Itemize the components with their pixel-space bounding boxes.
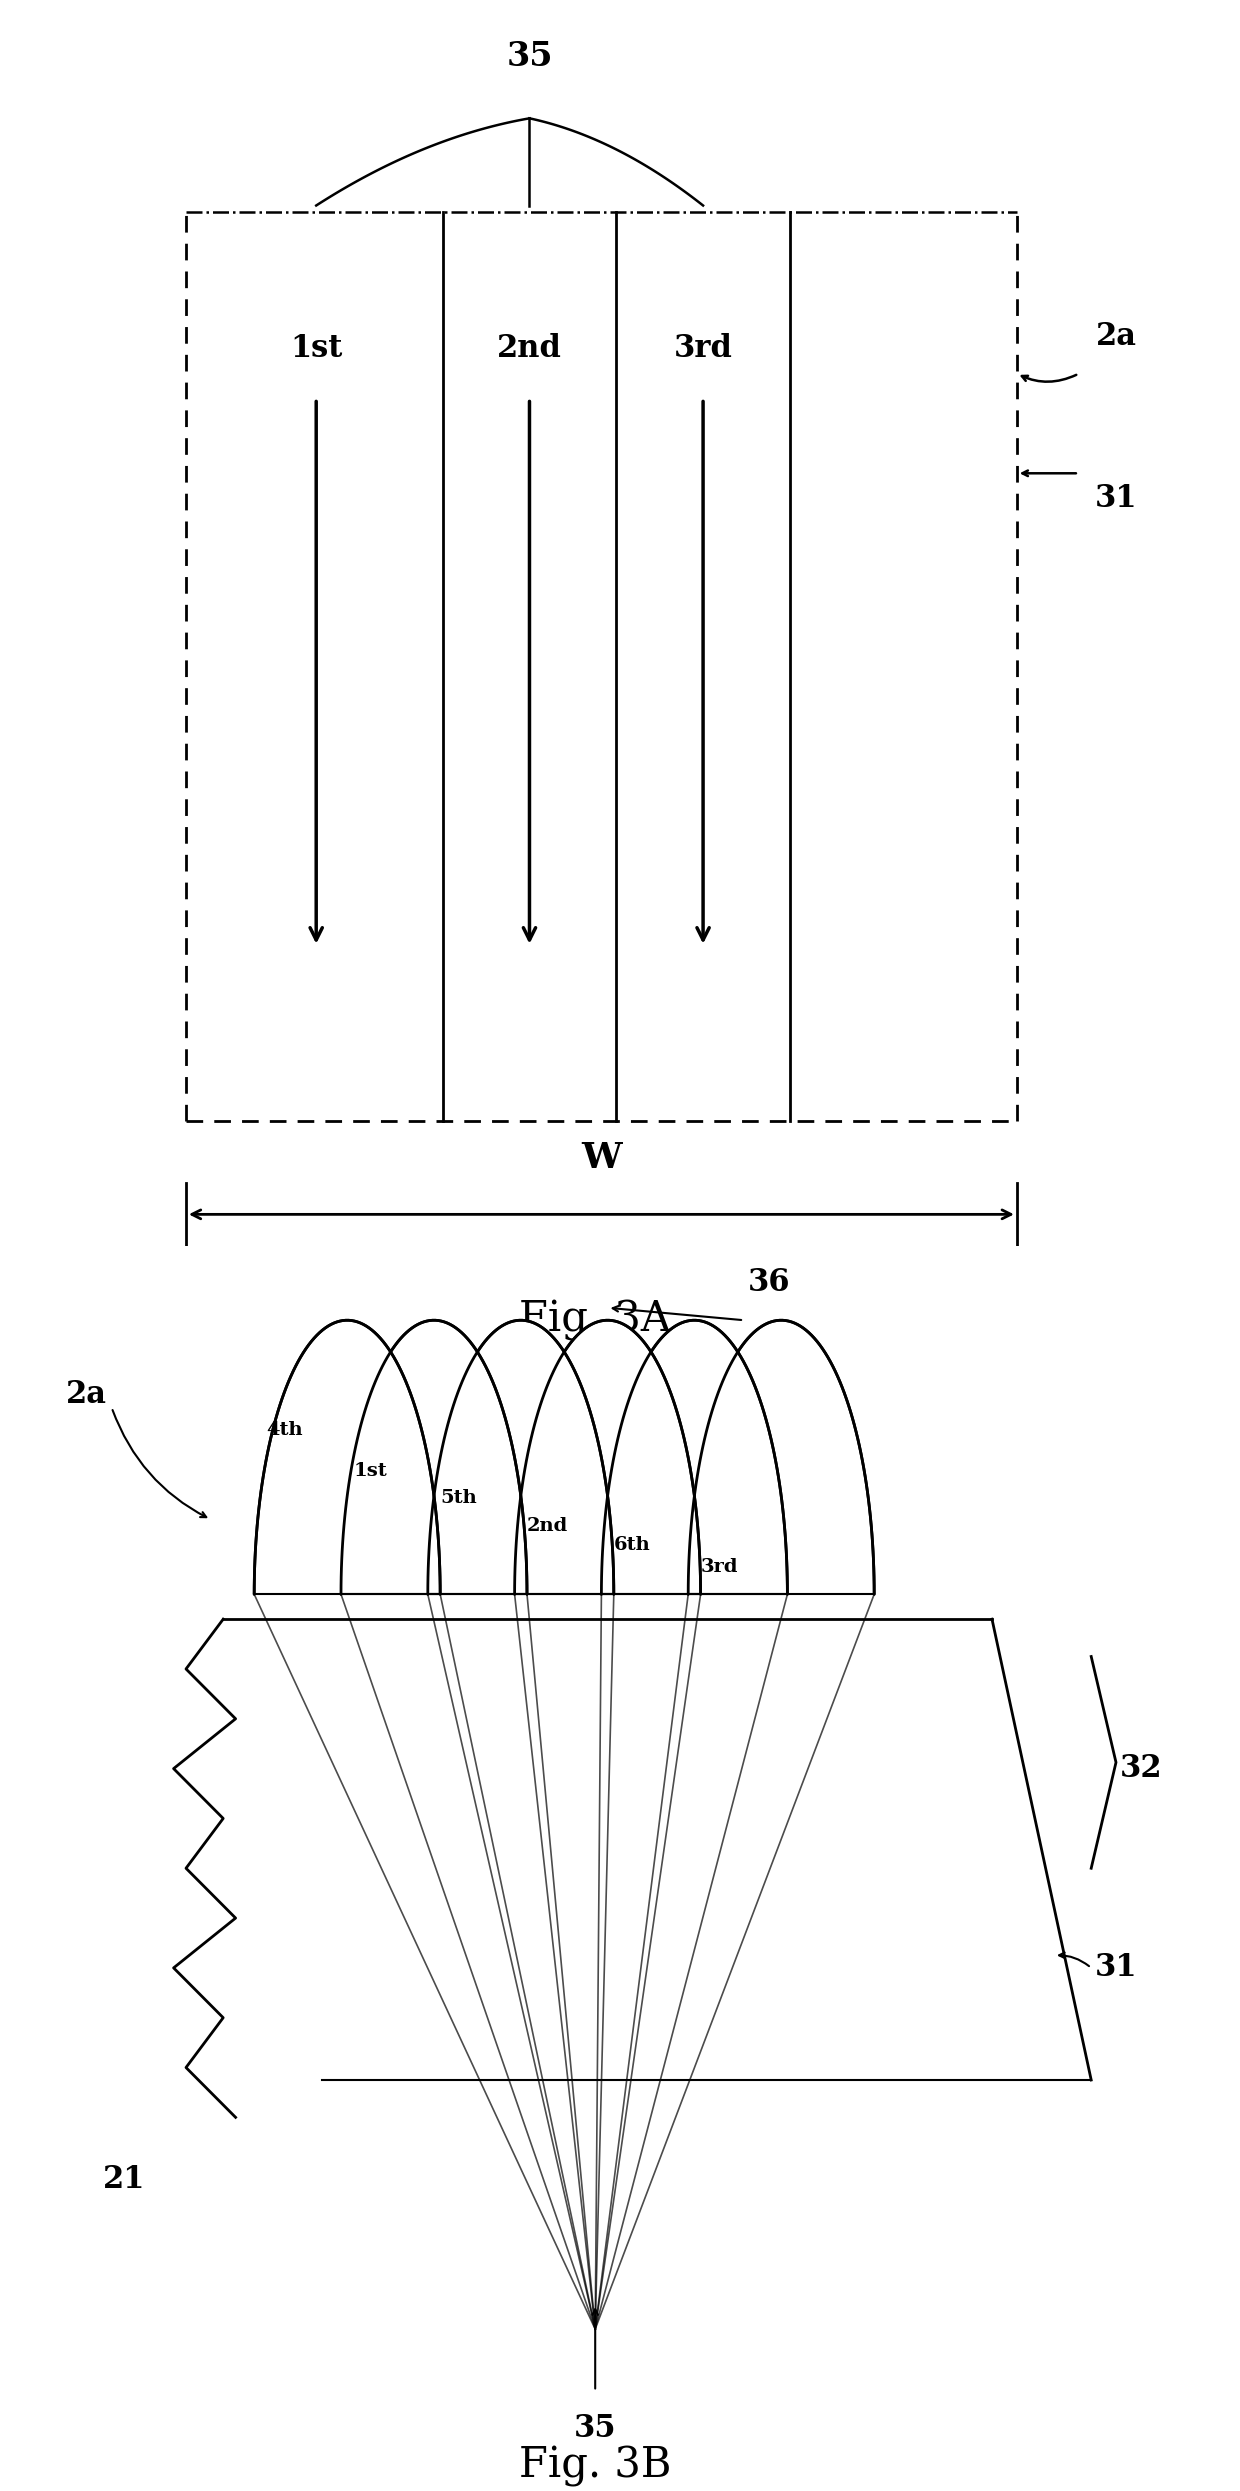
Text: 3rd: 3rd	[673, 334, 733, 364]
Text: 5th: 5th	[440, 1490, 477, 1507]
Text: 31: 31	[1095, 483, 1137, 513]
Text: 3rd: 3rd	[701, 1557, 738, 1577]
Polygon shape	[223, 1619, 1091, 2080]
Text: 35: 35	[506, 40, 553, 72]
Text: 31: 31	[1095, 1953, 1137, 1983]
Text: 2nd: 2nd	[497, 334, 562, 364]
Polygon shape	[428, 1320, 614, 1594]
Text: 1st: 1st	[353, 1462, 387, 1480]
Text: 1st: 1st	[290, 334, 342, 364]
Text: 6th: 6th	[614, 1537, 651, 1554]
Polygon shape	[515, 1320, 701, 1594]
Polygon shape	[601, 1320, 787, 1594]
Text: 35: 35	[574, 2414, 616, 2444]
Text: 21: 21	[103, 2165, 145, 2195]
Text: W: W	[582, 1141, 621, 1176]
Text: 2nd: 2nd	[527, 1517, 568, 1534]
Polygon shape	[688, 1320, 874, 1594]
Text: Fig. 3B: Fig. 3B	[520, 2446, 671, 2486]
Text: 36: 36	[748, 1268, 790, 1298]
Polygon shape	[341, 1320, 527, 1594]
Text: 2a: 2a	[66, 1380, 108, 1410]
Text: 4th: 4th	[267, 1420, 304, 1440]
Text: Fig. 3A: Fig. 3A	[520, 1300, 671, 1340]
Text: 32: 32	[1120, 1754, 1162, 1784]
Text: 2a: 2a	[1095, 321, 1137, 351]
Polygon shape	[254, 1320, 440, 1594]
